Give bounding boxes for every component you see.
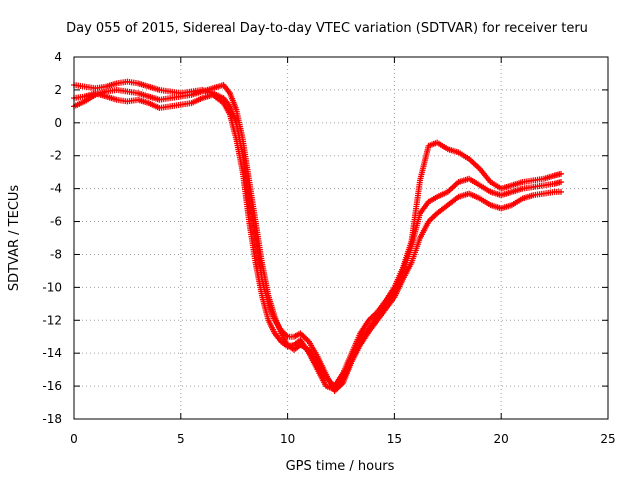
y-tick-label: -12 <box>42 313 62 327</box>
series-2 <box>71 90 565 393</box>
x-tick-label: 5 <box>177 432 185 446</box>
chart-title: Day 055 of 2015, Sidereal Day-to-day VTE… <box>66 21 588 36</box>
series-1 <box>71 78 565 395</box>
plot-frame <box>73 56 609 420</box>
y-tick-label: -6 <box>50 215 62 229</box>
x-tick-label: 25 <box>600 432 615 446</box>
y-tick-label: -2 <box>50 149 62 163</box>
grid-lines <box>74 57 608 419</box>
axis-ticks: 0 5 10 15 20 25 -18 -16 -14 -12 -10 -8 -6 -4 -2 0 2 4 <box>42 50 615 446</box>
y-tick-label: -14 <box>42 346 62 360</box>
x-axis-title: GPS time / hours <box>286 459 395 474</box>
y-tick-label: 2 <box>54 83 62 97</box>
data-point <box>558 188 565 195</box>
y-tick-label: -10 <box>42 280 62 294</box>
y-tick-label: -16 <box>42 379 62 393</box>
data-points <box>71 78 565 395</box>
data-point <box>558 170 565 177</box>
x-tick-label: 15 <box>387 432 402 446</box>
x-tick-label: 10 <box>280 432 295 446</box>
y-tick-label: -18 <box>42 412 62 426</box>
y-tick-label: 4 <box>54 50 62 64</box>
y-tick-label: -4 <box>50 182 62 196</box>
series-3 <box>71 81 565 390</box>
y-tick-label: -8 <box>50 247 62 261</box>
y-tick-label: 0 <box>54 116 62 130</box>
x-tick-label: 0 <box>70 432 78 446</box>
y-axis-title: SDTVAR / TECUs <box>7 185 22 292</box>
data-point <box>558 179 565 186</box>
x-tick-label: 20 <box>494 432 509 446</box>
